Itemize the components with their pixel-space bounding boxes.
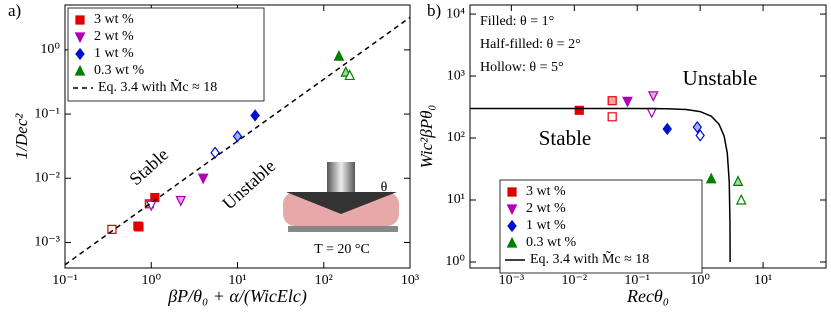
- y-tick-label: 10⁻¹: [34, 106, 60, 121]
- x-tick-label: 10⁰: [141, 273, 161, 288]
- legend-label: 3 wt %: [94, 12, 134, 27]
- legend-marker: [75, 15, 85, 25]
- y-tick-label: 10³: [447, 68, 465, 83]
- legend-label: Eq. 3.4 with M̃c ≈ 18: [98, 79, 217, 96]
- marker: [175, 195, 187, 207]
- legend-label: 1 wt %: [526, 218, 566, 233]
- marker: [197, 173, 209, 185]
- x-axis-label: Recθ₀: [626, 286, 669, 306]
- marker: [662, 122, 673, 136]
- shaft: [327, 162, 355, 192]
- marker: [574, 105, 584, 115]
- x-tick-label: 10⁰: [690, 273, 710, 288]
- y-tick-label: 10¹: [447, 192, 465, 207]
- marker: [692, 120, 703, 134]
- marker: [647, 91, 659, 102]
- x-tick-label: 10¹: [754, 273, 772, 288]
- fit-line: [64, 16, 411, 266]
- panel-label: a): [8, 1, 21, 20]
- marker: [735, 193, 747, 205]
- y-tick-label: 10²: [447, 130, 465, 145]
- marker: [732, 175, 744, 186]
- marker: [134, 222, 144, 232]
- rheometer-inset: [283, 162, 399, 232]
- plate: [288, 226, 398, 232]
- annotation: T = 20 °C: [314, 242, 370, 257]
- y-tick-label: 10⁰: [40, 42, 60, 57]
- fit-line: [470, 107, 731, 262]
- cone: [286, 192, 397, 214]
- x-tick-label: 10²: [315, 273, 333, 288]
- marker: [145, 200, 157, 212]
- x-axis-label: βP/θ₀ + α/(WicElc): [167, 286, 307, 307]
- annotation: Stable: [125, 144, 172, 189]
- legend-marker: [506, 236, 518, 248]
- x-tick-label: 10⁻³: [499, 273, 525, 288]
- legend-marker: [507, 187, 517, 197]
- legend-marker: [74, 32, 86, 44]
- legend-marker: [507, 219, 517, 233]
- x-tick-label: 10⁻¹: [624, 273, 650, 288]
- legend-label: 0.3 wt %: [94, 63, 145, 78]
- y-tick-label: 10⁴: [446, 6, 465, 21]
- legend-box: [67, 7, 265, 102]
- marker: [705, 172, 717, 184]
- marker: [333, 49, 345, 61]
- marker: [646, 107, 658, 119]
- y-tick-label: 10⁰: [445, 254, 465, 269]
- legend-label: 2 wt %: [94, 29, 134, 44]
- annotation: Unstable: [218, 156, 279, 214]
- annotation: Stable: [539, 126, 592, 150]
- y-axis-label: 1/Dec²: [12, 113, 31, 160]
- marker: [250, 109, 260, 122]
- legend-label: Eq. 3.4 with M̃c ≈ 18: [530, 251, 649, 268]
- marker: [344, 69, 356, 81]
- legend-marker: [74, 64, 86, 76]
- x-tick-label: 10⁻¹: [52, 273, 78, 288]
- annotation: Unstable: [683, 66, 758, 90]
- legend-label: 3 wt %: [526, 184, 566, 199]
- legend-marker: [506, 204, 518, 216]
- marker: [607, 96, 617, 106]
- x-tick-label: 10⁻²: [562, 273, 588, 288]
- y-tick-label: 10⁻²: [34, 170, 60, 185]
- annotation: Filled: θ = 1°: [480, 14, 554, 29]
- legend-label: 2 wt %: [526, 201, 566, 216]
- marker: [695, 129, 705, 142]
- x-tick-label: 10³: [401, 273, 419, 288]
- marker: [107, 224, 117, 234]
- legend-label: 1 wt %: [94, 46, 134, 61]
- annotation: Hollow: θ = 5°: [480, 60, 564, 75]
- panel-label: b): [427, 1, 441, 20]
- legend-label: 0.3 wt %: [526, 235, 577, 250]
- x-tick-label: 10¹: [228, 273, 246, 288]
- annotation: θ: [381, 180, 388, 195]
- marker: [232, 130, 243, 143]
- legend-marker: [75, 47, 85, 61]
- y-axis-label: Wic²βPθ₀: [417, 105, 436, 169]
- marker: [607, 112, 617, 122]
- annotation: Half-filled: θ = 2°: [480, 37, 581, 52]
- marker: [210, 146, 220, 159]
- marker: [622, 96, 633, 108]
- y-tick-label: 10⁻³: [34, 235, 60, 250]
- legend-box: [499, 179, 703, 274]
